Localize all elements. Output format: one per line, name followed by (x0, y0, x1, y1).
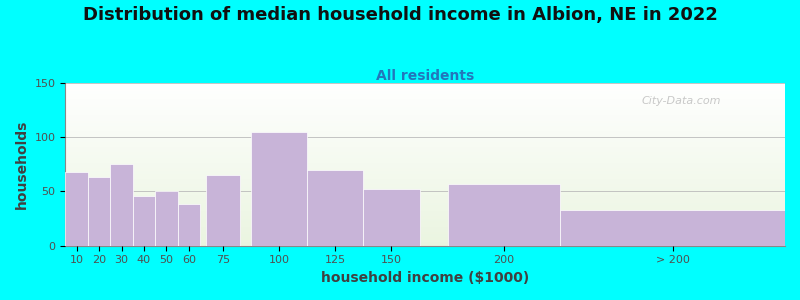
Bar (448, 184, 560, 246)
Bar (66, 172, 88, 246)
Bar (88, 177, 110, 246)
Bar (560, 210, 785, 246)
Bar (110, 164, 133, 246)
Bar (178, 205, 200, 246)
Y-axis label: households: households (15, 120, 29, 209)
X-axis label: household income ($1000): household income ($1000) (321, 271, 530, 285)
Title: All residents: All residents (376, 69, 474, 83)
Bar (307, 170, 363, 246)
Bar (363, 189, 419, 246)
Bar (206, 175, 239, 246)
Text: Distribution of median household income in Albion, NE in 2022: Distribution of median household income … (82, 6, 718, 24)
Bar (155, 191, 178, 246)
Bar (251, 132, 307, 246)
Bar (133, 196, 155, 246)
Text: City-Data.com: City-Data.com (641, 96, 721, 106)
